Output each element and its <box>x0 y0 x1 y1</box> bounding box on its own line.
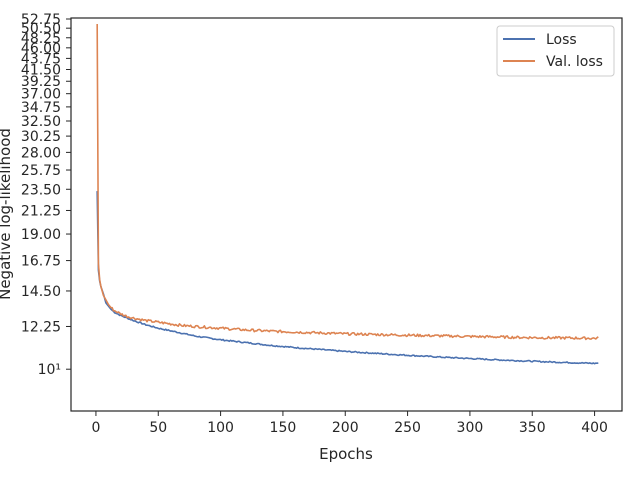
legend: Loss Val. loss <box>496 25 615 77</box>
y-tick-label: 52.75 <box>21 12 61 28</box>
y-tick-label: 39.25 <box>21 74 61 90</box>
y-tick-label: 16.75 <box>21 254 61 270</box>
y-tick-label: 19.00 <box>21 227 61 243</box>
x-tick-label: 50 <box>149 420 167 436</box>
y-tick-label: 10¹ <box>38 362 61 378</box>
x-axis-label: Epochs <box>319 445 373 463</box>
y-tick-label: 34.75 <box>21 100 61 116</box>
legend-label-loss: Loss <box>546 32 577 48</box>
x-tick-label: 250 <box>394 420 421 436</box>
y-axis-label: Negative log-likelihood <box>0 128 14 300</box>
x-tick-label: 300 <box>457 420 484 436</box>
y-axis: 10¹ 12.25 14.50 16.75 19.00 21.25 23.50 25.75 28… <box>21 12 71 378</box>
series-line-loss <box>96 191 599 365</box>
x-tick-label: 200 <box>332 420 359 436</box>
y-tick-label: 41.50 <box>21 63 61 79</box>
legend-label-val-loss: Val. loss <box>546 54 603 70</box>
y-tick-label: 14.50 <box>21 284 61 300</box>
y-tick-label: 32.50 <box>21 114 61 130</box>
y-tick-label: 28.00 <box>21 145 61 161</box>
x-tick-label: 400 <box>581 420 608 436</box>
x-tick-label: 350 <box>519 420 546 436</box>
y-tick-label: 21.25 <box>21 203 61 219</box>
y-tick-label: 23.50 <box>21 182 61 198</box>
plot-frame <box>70 17 623 412</box>
x-tick-label: 100 <box>207 420 234 436</box>
y-tick-label: 43.75 <box>21 51 61 67</box>
x-tick-label: 0 <box>91 420 100 436</box>
x-axis: 0 50 100 150 200 250 300 350 400 <box>91 411 608 436</box>
y-tick-label: 12.25 <box>21 319 61 335</box>
y-tick-label: 30.25 <box>21 129 61 145</box>
y-tick-label: 46.00 <box>21 41 61 57</box>
series-layer <box>96 24 599 365</box>
series-line-val-loss <box>96 24 599 341</box>
y-tick-label: 50.50 <box>21 21 61 37</box>
y-tick-label: 25.75 <box>21 163 61 179</box>
y-tick-label: 37.00 <box>21 87 61 103</box>
x-tick-label: 150 <box>270 420 297 436</box>
y-tick-label: 48.25 <box>21 31 61 47</box>
